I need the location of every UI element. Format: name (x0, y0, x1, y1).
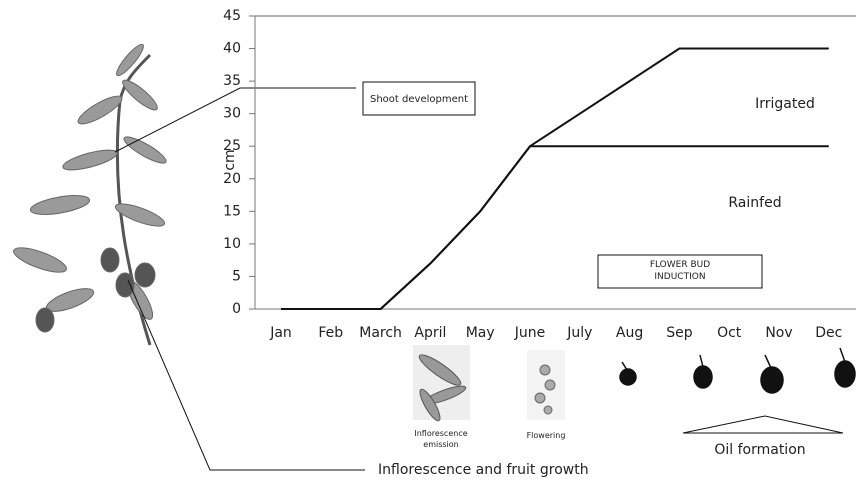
y-axis-label: cm (222, 149, 238, 170)
y-tick-label: 30 (223, 106, 241, 122)
fruit-icons (619, 347, 856, 394)
x-tick-label: June (514, 325, 546, 341)
y-tick-label: 35 (223, 73, 241, 89)
bud-box (597, 254, 763, 289)
shoot-box (362, 81, 476, 116)
leader-line (114, 87, 356, 153)
x-tick-label: Jan (269, 325, 292, 341)
y-tick-label: 40 (223, 41, 241, 57)
x-tick-label: July (566, 325, 592, 341)
y-tick-label: 15 (223, 203, 241, 219)
inflorescence-image (413, 345, 470, 422)
x-tick-label: Aug (616, 325, 643, 341)
series-label: Rainfed (728, 195, 781, 211)
y-tick-label: 0 (232, 301, 241, 317)
inflorescence-label: Inflorescence emission (414, 429, 468, 449)
x-tick-label: Dec (815, 325, 842, 341)
leader-line (127, 279, 365, 471)
y-tick-label: 20 (223, 171, 241, 187)
y-tick-label: 25 (223, 138, 241, 154)
y-tick-label: 45 (223, 8, 241, 24)
x-tick-label: May (466, 325, 495, 341)
x-tick-label: Sep (666, 325, 693, 341)
y-tick-label: 10 (223, 236, 241, 252)
shoot-label: Shoot development (370, 94, 468, 105)
series-line (281, 145, 829, 310)
fruit-label: Inflorescence and fruit growth (378, 462, 589, 478)
y-tick-label: 5 (232, 268, 241, 284)
flowering-image (527, 350, 565, 420)
x-tick-label: Oct (717, 325, 742, 341)
x-tick-label: March (359, 325, 402, 341)
bud-label: FLOWER BUD INDUCTION (649, 260, 711, 282)
oil-label: Oil formation (714, 442, 805, 458)
x-tick-label: April (414, 325, 446, 341)
olive-branch (13, 43, 167, 346)
x-tick-label: Nov (765, 325, 792, 341)
series-label: Irrigated (755, 96, 815, 112)
oil-triangle (682, 415, 844, 434)
flowering-label: Flowering (526, 431, 566, 440)
x-tick-label: Feb (318, 325, 343, 341)
